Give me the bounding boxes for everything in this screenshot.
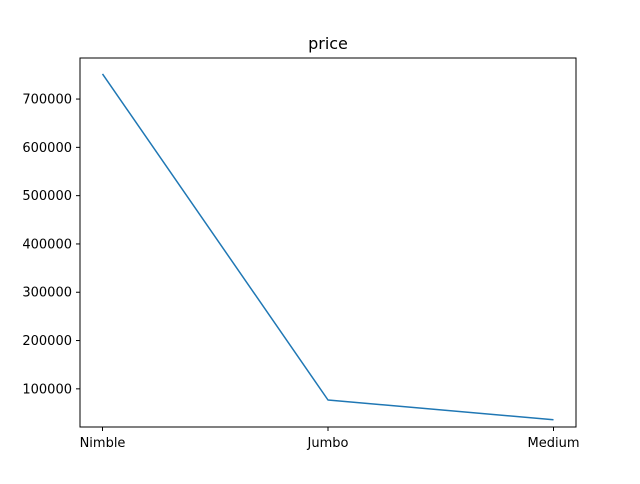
x-axis: Nimble Jumbo Medium <box>80 427 580 451</box>
y-tick-label: 300000 <box>22 286 72 301</box>
x-tick-label: Nimble <box>80 436 126 451</box>
y-tick-label: 500000 <box>22 189 72 204</box>
x-tick-label: Medium <box>528 436 580 451</box>
y-tick-label: 100000 <box>22 382 72 397</box>
x-tick-label: Jumbo <box>307 436 349 451</box>
chart-title: price <box>308 34 348 53</box>
plot-area <box>101 73 554 421</box>
y-tick-label: 700000 <box>22 93 72 108</box>
series-line-0 <box>101 73 554 421</box>
y-tick-label: 600000 <box>22 141 72 156</box>
y-tick-label: 400000 <box>22 237 72 252</box>
y-axis: 100000 200000 300000 400000 500000 600000 7000… <box>22 93 80 397</box>
y-tick-label: 200000 <box>22 334 72 349</box>
